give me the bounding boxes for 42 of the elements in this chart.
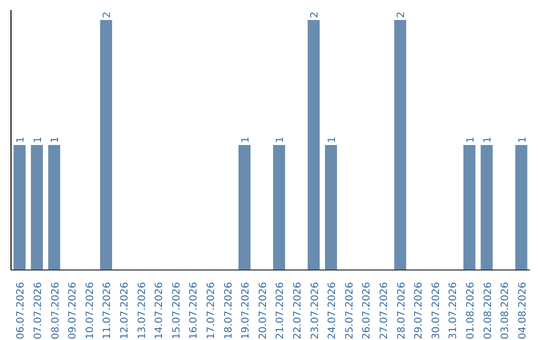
- data-label: 1: [517, 136, 528, 143]
- x-tick-label: 25.07.2026: [344, 282, 356, 340]
- x-tick-label: 01.08.2026: [465, 282, 476, 340]
- data-label: 1: [16, 136, 27, 143]
- x-tick-label: 28.07.2026: [396, 282, 408, 340]
- data-label: 1: [50, 136, 62, 143]
- data-label: 2: [310, 12, 321, 18]
- x-tick-label: 06.07.2026: [16, 282, 27, 340]
- x-tick-label: 18.07.2026: [223, 282, 234, 340]
- x-tick-label: 22.07.2026: [292, 282, 304, 340]
- data-label: 2: [396, 12, 408, 18]
- x-tick-label: 02.08.2026: [482, 282, 494, 340]
- x-tick-label: 12.07.2026: [119, 282, 130, 340]
- x-tick-label: 27.07.2026: [378, 282, 390, 340]
- x-tick-label: 09.07.2026: [68, 282, 79, 340]
- data-label: 1: [326, 136, 338, 143]
- x-tick-label: 04.08.2026: [517, 282, 528, 340]
- x-tick-label: 15.07.2026: [171, 282, 182, 340]
- x-tick-label: 29.07.2026: [414, 282, 425, 340]
- x-tick-label: 14.07.2026: [154, 282, 166, 340]
- x-tick-label: 08.07.2026: [50, 282, 62, 340]
- x-tick-label: 03.08.2026: [500, 282, 512, 340]
- x-tick-label: 10.07.2026: [84, 282, 96, 340]
- x-tick-label: 17.07.2026: [206, 282, 217, 340]
- data-label: 1: [32, 136, 44, 143]
- x-tick-label: 23.07.2026: [310, 282, 321, 340]
- data-label: 2: [102, 12, 114, 18]
- data-label: 1: [482, 136, 494, 143]
- x-tick-label: 20.07.2026: [258, 282, 269, 340]
- data-label: 1: [240, 136, 252, 143]
- x-tick-label: 26.07.2026: [362, 282, 373, 340]
- x-tick-label: 11.07.2026: [102, 282, 114, 340]
- x-tick-label: 30.07.2026: [430, 282, 442, 340]
- data-label: 1: [465, 136, 476, 143]
- x-tick-label: 19.07.2026: [240, 282, 252, 340]
- x-tick-label: 31.07.2026: [448, 282, 460, 340]
- x-tick-label: 21.07.2026: [275, 282, 286, 340]
- data-label: 1: [275, 136, 286, 143]
- x-tick-label: 24.07.2026: [327, 282, 338, 340]
- x-tick-label: 16.07.2026: [188, 282, 200, 340]
- x-tick-label: 13.07.2026: [136, 282, 148, 340]
- x-tick-label: 07.07.2026: [32, 282, 44, 340]
